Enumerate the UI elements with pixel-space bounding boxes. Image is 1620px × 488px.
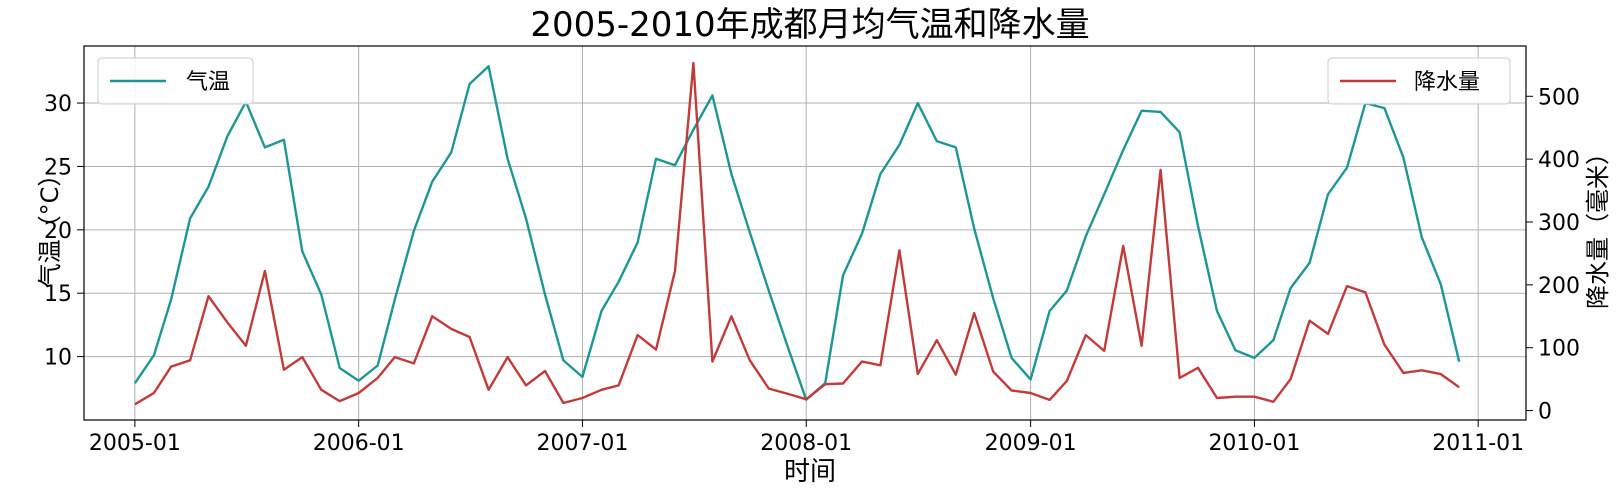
x-tick-label: 2006-01 bbox=[313, 431, 405, 456]
x-tick-label: 2009-01 bbox=[985, 431, 1077, 456]
x-tick-label: 2011-01 bbox=[1432, 431, 1524, 456]
y-right-tick-label: 400 bbox=[1538, 148, 1580, 173]
legend-label-temperature: 气温 bbox=[186, 70, 230, 95]
legend-temperature: 气温 bbox=[97, 57, 254, 105]
chart-title: 2005-2010年成都月均气温和降水量 bbox=[530, 5, 1089, 45]
plot-frame bbox=[83, 45, 1527, 421]
grid bbox=[84, 46, 1526, 420]
x-tick-label: 2005-01 bbox=[89, 431, 181, 456]
legend-precipitation: 降水量 bbox=[1327, 57, 1511, 105]
x-tick-label: 2010-01 bbox=[1208, 431, 1300, 456]
y-right-tick-label: 300 bbox=[1538, 211, 1580, 236]
y-left-tick-label: 25 bbox=[44, 155, 72, 180]
legend-box bbox=[97, 57, 254, 105]
legend-box bbox=[1327, 57, 1511, 105]
series-line-precipitation bbox=[134, 61, 1460, 406]
x-tick-label: 2008-01 bbox=[760, 431, 852, 456]
x-tick-label: 2007-01 bbox=[536, 431, 628, 456]
y-left-tick-label: 10 bbox=[44, 346, 72, 371]
y-left-tick-label: 30 bbox=[44, 92, 72, 117]
series-line-temperature bbox=[133, 65, 1461, 401]
y-left-tick-label: 20 bbox=[44, 219, 72, 244]
axis-ticks: 2005-01 2006-01 2007-01 2008-01 2009-01 2010-… bbox=[44, 85, 1580, 456]
y-right-tick-label: 500 bbox=[1538, 85, 1580, 110]
y-left-tick-label: 15 bbox=[44, 282, 72, 307]
y-right-tick-label: 0 bbox=[1538, 400, 1552, 425]
series-layer bbox=[133, 61, 1461, 406]
y-right-tick-label: 100 bbox=[1538, 337, 1580, 362]
y-right-tick-label: 200 bbox=[1538, 274, 1580, 299]
legend-label-precipitation: 降水量 bbox=[1414, 70, 1480, 95]
x-axis-label: 时间 bbox=[784, 457, 836, 487]
y-axis-label-right: 降水量（毫米） bbox=[1584, 141, 1612, 309]
y-axis-label-left: 气温（°C） bbox=[36, 163, 64, 288]
